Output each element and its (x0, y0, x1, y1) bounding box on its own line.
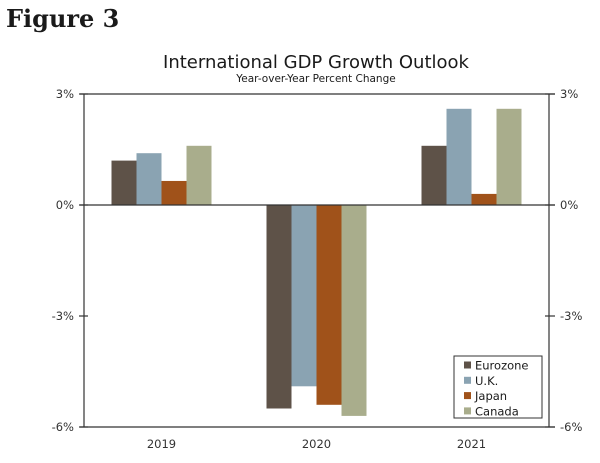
bar-eurozone-2020 (266, 205, 292, 409)
bar-eurozone-2019 (111, 160, 137, 205)
figure-label: Figure 3 (6, 4, 120, 33)
legend-swatch-japan (464, 392, 471, 400)
legend-swatch-eurozone (464, 361, 471, 369)
bar-canada-2019 (186, 145, 212, 205)
bars-group (111, 108, 522, 416)
right-y-tick-label: -3% (560, 309, 582, 323)
chart-subtitle: Year-over-Year Percent Change (235, 73, 395, 85)
left-y-tick-label: -6% (52, 420, 74, 434)
axes-group: 2019 2020 2021 3% 3% 0% 0% -3% -3% -6% -6% (52, 87, 583, 451)
bar-uk-2019 (136, 153, 162, 205)
x-tick-label: 2020 (302, 437, 331, 451)
legend-swatch-canada (464, 407, 471, 415)
bar-eurozone-2021 (421, 145, 447, 205)
legend-label: Canada (475, 404, 519, 418)
bar-japan-2020 (316, 205, 342, 405)
bar-uk-2020 (291, 205, 317, 387)
bar-canada-2021 (496, 108, 522, 205)
left-y-tick-label: -3% (52, 309, 74, 323)
x-tick-label: 2019 (147, 437, 176, 451)
x-tick-label: 2021 (457, 437, 486, 451)
left-y-tick-label: 3% (56, 87, 74, 101)
legend-label: Japan (474, 389, 507, 403)
right-y-tick-label: 3% (560, 87, 578, 101)
bar-uk-2021 (446, 108, 472, 205)
bar-japan-2019 (161, 180, 187, 205)
bar-japan-2021 (471, 193, 497, 205)
right-y-tick-label: -6% (560, 420, 582, 434)
bar-canada-2020 (341, 205, 367, 416)
legend-label: Eurozone (475, 359, 529, 373)
legend-swatch-uk (464, 376, 471, 384)
legend-label: U.K. (475, 374, 498, 388)
chart-title: International GDP Growth Outlook (163, 52, 470, 73)
left-y-tick-label: 0% (56, 198, 74, 212)
right-y-tick-label: 0% (560, 198, 578, 212)
